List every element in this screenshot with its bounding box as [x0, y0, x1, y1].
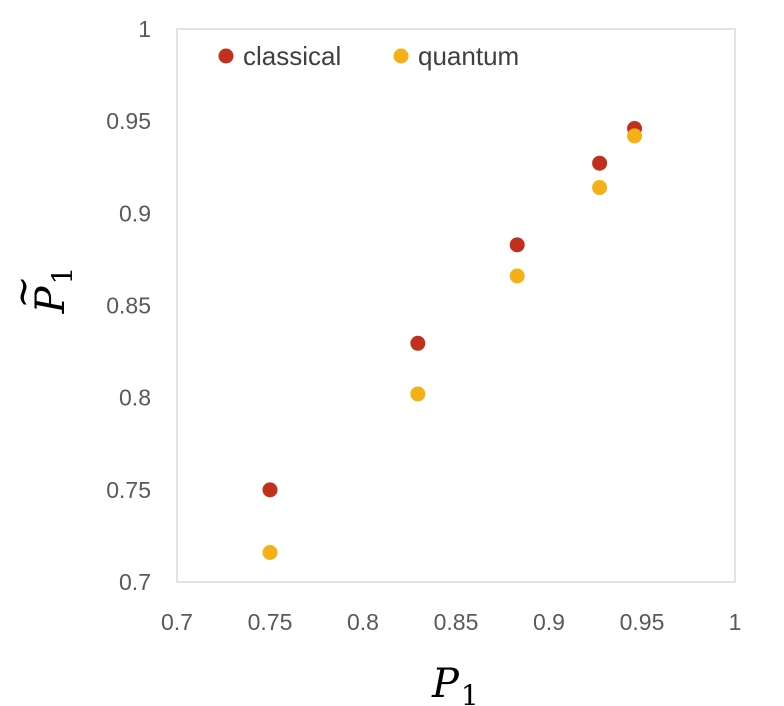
x-tick-label: 1 [729, 609, 742, 635]
quantum-point [509, 268, 525, 284]
svg-text:P1: P1 [28, 267, 79, 315]
classical-point [592, 155, 608, 171]
quantum-point [627, 128, 643, 144]
legend-label-quantum: quantum [418, 41, 519, 71]
x-tick-label: 0.8 [347, 609, 379, 635]
y-axis-title: P1 ~ [0, 267, 79, 315]
y-tick-label: 0.85 [106, 293, 151, 319]
legend: classical quantum [218, 41, 519, 71]
y-tick-label: 0.7 [119, 569, 151, 595]
data-points [262, 121, 643, 561]
plot-area-frame [176, 28, 736, 583]
x-tick-label: 0.7 [161, 609, 193, 635]
x-tick-label: 0.9 [533, 609, 565, 635]
legend-marker-classical [218, 48, 234, 64]
y-tick-label: 0.75 [106, 477, 151, 503]
y-tick-labels: 0.7 0.75 0.8 0.85 0.9 0.95 1 [106, 16, 151, 595]
quantum-point [262, 545, 278, 561]
quantum-point [410, 386, 426, 402]
x-tick-label: 0.75 [248, 609, 293, 635]
legend-label-classical: classical [243, 41, 341, 71]
quantum-point [592, 180, 608, 196]
y-tick-label: 0.95 [106, 108, 151, 134]
x-tick-label: 0.85 [434, 609, 479, 635]
y-axis-title-tilde: ~ [0, 275, 46, 309]
y-tick-label: 1 [138, 16, 151, 42]
y-tick-label: 0.8 [119, 385, 151, 411]
classical-point [262, 482, 278, 498]
x-axis-title: P1 [431, 661, 479, 706]
classical-point [509, 237, 525, 253]
y-tick-label: 0.9 [119, 200, 151, 226]
legend-marker-quantum [393, 48, 409, 64]
x-tick-label: 0.95 [620, 609, 665, 635]
x-tick-labels: 0.7 0.75 0.8 0.85 0.9 0.95 1 [161, 609, 741, 635]
classical-point [410, 335, 426, 351]
